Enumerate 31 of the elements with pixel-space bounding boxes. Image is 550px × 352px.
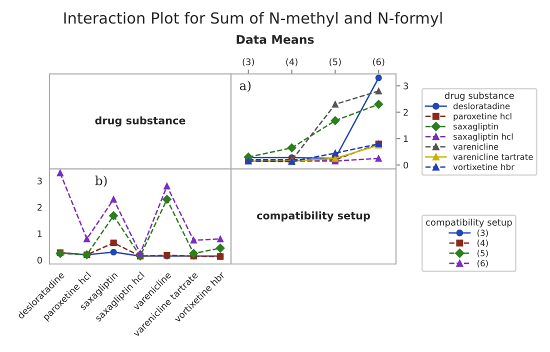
y-tick-label: 0 [37, 256, 42, 264]
y-tick-label: 1 [38, 230, 42, 238]
y-tick-label: 0 [404, 162, 408, 169]
legend-label: (6) [477, 260, 488, 268]
legend-title: drug substance [444, 92, 514, 101]
text: compatibility setup [256, 211, 370, 222]
y-tick-label: 3 [404, 82, 408, 90]
legend-label: paroxetine hcl [454, 112, 512, 122]
legend-label: varenicline tartrate [453, 154, 533, 160]
legend-label: vortixetine hbr [453, 164, 514, 170]
legend-label: desloratadine [453, 102, 510, 110]
text: drug substance [95, 116, 186, 127]
y-tick-label: 2 [37, 204, 42, 211]
legend-label: varenicline [453, 143, 498, 150]
legend-label: saxagliptin [453, 123, 498, 132]
x-tick-label: (4) [286, 58, 298, 66]
x-tick-label: (5) [330, 58, 341, 66]
legend-title: compatibility setup [426, 218, 512, 228]
annotation: b) [95, 176, 107, 188]
y-tick-label: 3 [38, 178, 42, 184]
text: Interaction Plot for Sum of N-methyl and N-formyl [64, 12, 442, 27]
y-tick-label: 1 [404, 135, 408, 142]
text: Data Means [236, 35, 314, 44]
annotation: a) [240, 80, 251, 92]
legend-label: (3) [477, 230, 488, 237]
legend-label: (5) [477, 250, 488, 258]
x-tick-label: (3) [242, 58, 254, 66]
x-tick-label: (6) [373, 58, 384, 66]
y-tick-label: 2 [404, 108, 408, 116]
legend-label: saxagliptin hcl [453, 133, 513, 142]
legend-label: (4) [477, 240, 488, 248]
